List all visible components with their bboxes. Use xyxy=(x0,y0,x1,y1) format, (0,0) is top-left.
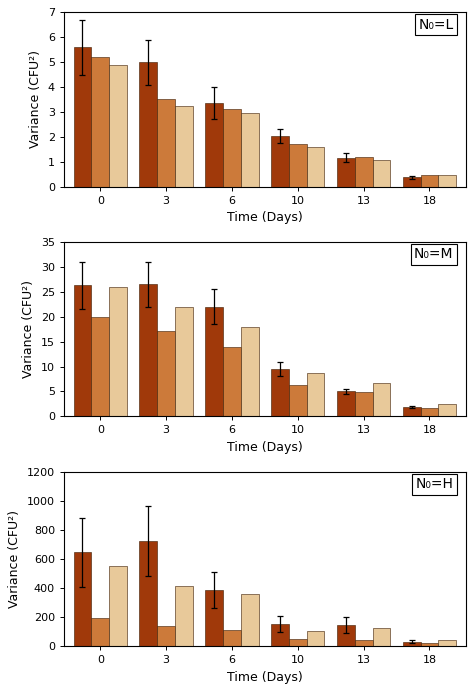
Bar xyxy=(373,160,390,187)
Text: N₀=H: N₀=H xyxy=(416,477,454,491)
Bar xyxy=(337,625,355,646)
Bar xyxy=(91,317,109,417)
Y-axis label: Variance (CFU²): Variance (CFU²) xyxy=(9,510,21,608)
Bar xyxy=(157,99,175,187)
Bar xyxy=(438,175,456,187)
Bar xyxy=(73,285,91,417)
Bar xyxy=(403,408,420,417)
Bar xyxy=(373,628,390,646)
Y-axis label: Variance (CFU²): Variance (CFU²) xyxy=(22,280,36,379)
Bar xyxy=(438,403,456,417)
Bar xyxy=(109,65,127,187)
Bar xyxy=(289,143,307,187)
Bar xyxy=(175,106,193,187)
Bar xyxy=(403,177,420,187)
Bar xyxy=(223,630,241,646)
X-axis label: Time (Days): Time (Days) xyxy=(227,441,303,454)
Bar xyxy=(223,347,241,417)
Bar xyxy=(289,639,307,646)
Y-axis label: Variance (CFU²): Variance (CFU²) xyxy=(29,51,42,149)
Bar xyxy=(355,157,373,187)
Bar xyxy=(73,552,91,646)
Bar xyxy=(91,619,109,646)
Bar xyxy=(139,62,157,187)
Bar xyxy=(175,307,193,417)
Bar xyxy=(271,136,289,187)
Bar xyxy=(157,331,175,417)
Bar xyxy=(271,369,289,417)
Bar xyxy=(205,307,223,417)
Bar xyxy=(139,540,157,646)
X-axis label: Time (Days): Time (Days) xyxy=(227,671,303,684)
Bar xyxy=(337,391,355,417)
Bar xyxy=(139,284,157,417)
Bar xyxy=(109,287,127,417)
Bar xyxy=(355,640,373,646)
Bar xyxy=(241,113,259,187)
Bar xyxy=(307,147,324,187)
Text: N₀=L: N₀=L xyxy=(419,17,454,32)
Bar xyxy=(289,385,307,417)
Bar xyxy=(175,586,193,646)
Bar xyxy=(307,373,324,417)
Bar xyxy=(205,590,223,646)
Bar xyxy=(241,327,259,417)
Bar xyxy=(241,594,259,646)
Bar xyxy=(271,624,289,646)
Bar xyxy=(355,392,373,417)
Bar xyxy=(403,641,420,646)
Bar xyxy=(420,644,438,646)
Bar xyxy=(109,566,127,646)
Bar xyxy=(438,640,456,646)
Bar xyxy=(420,175,438,187)
Bar xyxy=(420,408,438,417)
Bar xyxy=(223,109,241,187)
Bar xyxy=(205,103,223,187)
Bar xyxy=(307,631,324,646)
Bar xyxy=(157,626,175,646)
X-axis label: Time (Days): Time (Days) xyxy=(227,211,303,224)
Bar xyxy=(373,383,390,417)
Bar xyxy=(73,47,91,187)
Bar xyxy=(91,57,109,187)
Text: N₀=M: N₀=M xyxy=(414,247,454,262)
Bar xyxy=(337,158,355,187)
